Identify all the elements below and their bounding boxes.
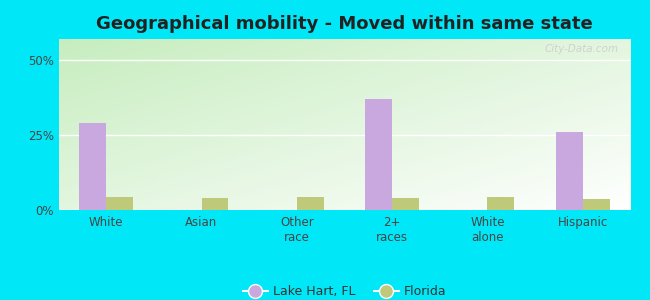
Bar [365, 99, 392, 210]
Title: Geographical mobility - Moved within same state: Geographical mobility - Moved within sam… [96, 15, 593, 33]
Bar [202, 198, 228, 210]
Bar [297, 197, 324, 210]
Legend: Lake Hart, FL, Florida: Lake Hart, FL, Florida [237, 280, 452, 300]
Bar [488, 197, 514, 210]
Bar [583, 199, 610, 210]
Bar [556, 132, 583, 210]
Bar [79, 123, 106, 210]
Bar [106, 197, 133, 210]
Bar [392, 198, 419, 210]
Text: City-Data.com: City-Data.com [545, 44, 619, 54]
